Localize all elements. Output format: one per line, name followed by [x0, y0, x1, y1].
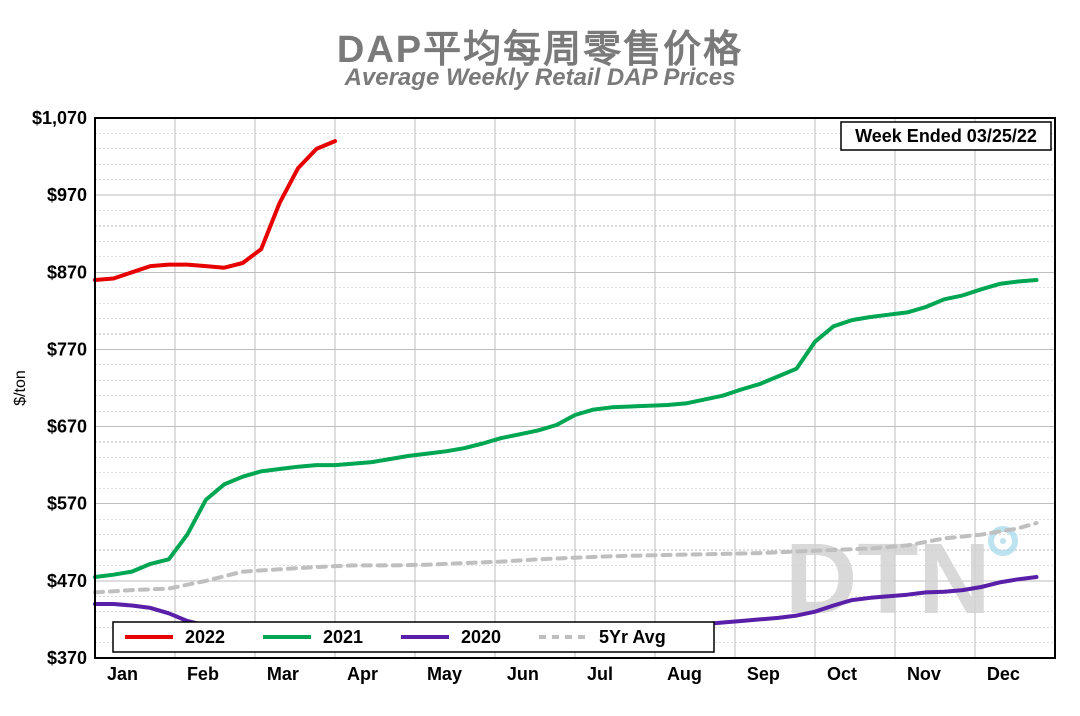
- legend-label: 5Yr Avg: [599, 627, 666, 647]
- x-tick-label: Nov: [907, 664, 941, 684]
- line-chart: $370 $470 $570 $670 $770 $870 $970 $1,070 Jan Feb…: [0, 0, 1080, 716]
- x-tick-label: Feb: [187, 664, 219, 684]
- legend-label: 2021: [323, 627, 363, 647]
- legend-label: 2020: [461, 627, 501, 647]
- x-tick-label: Jan: [107, 664, 138, 684]
- y-tick-label: $870: [47, 262, 87, 282]
- x-tick-label: May: [427, 664, 462, 684]
- x-tick-label: Mar: [267, 664, 299, 684]
- legend-label: 2022: [185, 627, 225, 647]
- x-tick-label: Aug: [667, 664, 702, 684]
- y-tick-label: $1,070: [32, 108, 87, 128]
- y-tick-label: $770: [47, 339, 87, 359]
- annotation-text: Week Ended 03/25/22: [855, 126, 1037, 146]
- x-tick-label: Jul: [587, 664, 613, 684]
- x-tick-label: Oct: [827, 664, 857, 684]
- page: { "titles": { "cn": "DAP平均每周零售价格", "en":…: [0, 0, 1080, 716]
- svg-text:DTN: DTN: [785, 523, 991, 635]
- y-tick-label: $370: [47, 648, 87, 668]
- y-tick-label: $970: [47, 185, 87, 205]
- x-tick-label: Dec: [987, 664, 1020, 684]
- y-axis-label: $/ton: [12, 370, 29, 406]
- x-tick-label: Jun: [507, 664, 539, 684]
- x-tick-label: Sep: [747, 664, 780, 684]
- watermark: DTN: [785, 523, 1015, 635]
- y-tick-label: $670: [47, 417, 87, 437]
- x-tick-label: Apr: [347, 664, 378, 684]
- y-tick-label: $570: [47, 494, 87, 514]
- y-tick-label: $470: [47, 571, 87, 591]
